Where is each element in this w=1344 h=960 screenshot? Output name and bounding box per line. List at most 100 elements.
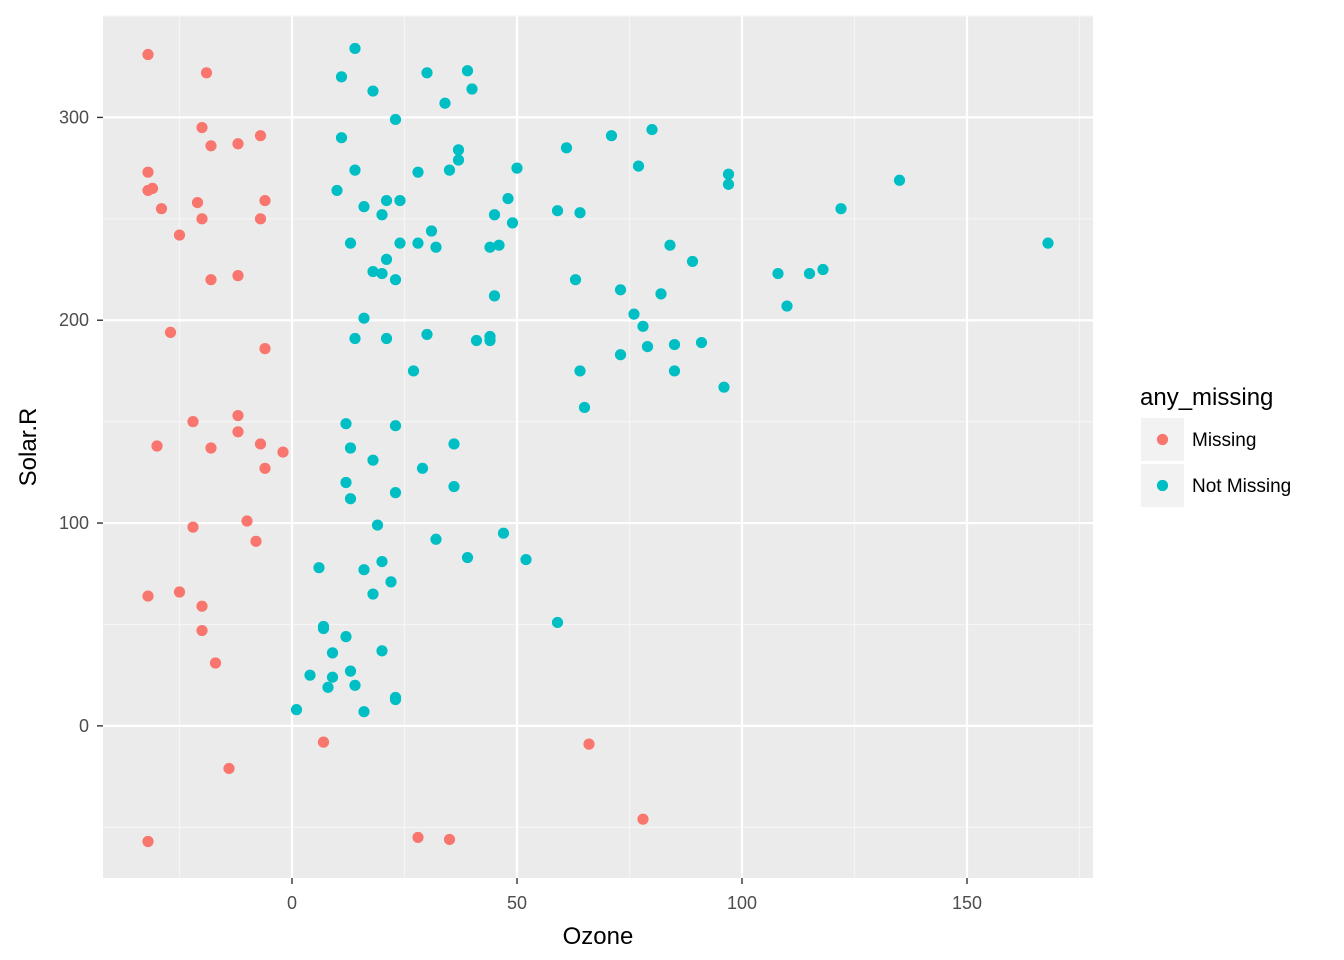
point-not-missing bbox=[389, 113, 402, 126]
point-not-missing bbox=[290, 704, 303, 716]
point-not-missing bbox=[421, 328, 433, 341]
point-missing bbox=[259, 462, 271, 474]
point-not-missing bbox=[569, 274, 582, 286]
point-missing bbox=[142, 166, 154, 178]
point-missing bbox=[196, 600, 208, 612]
point-not-missing bbox=[817, 263, 829, 276]
point-missing bbox=[205, 140, 217, 152]
legend-label: Not Missing bbox=[1192, 476, 1291, 497]
point-not-missing bbox=[722, 168, 735, 180]
point-not-missing bbox=[551, 616, 564, 629]
point-not-missing bbox=[452, 154, 465, 166]
legend-title: any_missing bbox=[1140, 384, 1273, 411]
point-missing bbox=[205, 442, 217, 454]
x-tick-label: 50 bbox=[507, 893, 527, 913]
point-not-missing bbox=[389, 274, 402, 286]
point-not-missing bbox=[605, 130, 618, 142]
point-not-missing bbox=[448, 438, 460, 450]
point-not-missing bbox=[488, 209, 501, 221]
point-not-missing bbox=[461, 551, 474, 564]
legend-key-point bbox=[1156, 433, 1169, 446]
point-not-missing bbox=[326, 647, 339, 659]
point-not-missing bbox=[335, 132, 348, 144]
point-missing bbox=[259, 343, 271, 355]
point-not-missing bbox=[326, 671, 339, 683]
point-missing bbox=[254, 438, 267, 450]
point-not-missing bbox=[695, 336, 708, 349]
point-missing bbox=[223, 762, 235, 775]
point-not-missing bbox=[1042, 237, 1054, 249]
y-tick-label: 300 bbox=[59, 107, 89, 127]
point-not-missing bbox=[349, 42, 361, 55]
point-missing bbox=[254, 213, 267, 225]
point-not-missing bbox=[358, 201, 370, 213]
point-not-missing bbox=[367, 265, 379, 278]
legend-key-point bbox=[1156, 479, 1169, 492]
point-not-missing bbox=[344, 493, 357, 505]
point-not-missing bbox=[497, 527, 510, 539]
point-missing bbox=[637, 813, 649, 825]
point-missing bbox=[232, 270, 244, 282]
point-not-missing bbox=[344, 665, 357, 677]
point-not-missing bbox=[344, 237, 357, 249]
point-missing bbox=[443, 833, 456, 846]
point-missing bbox=[191, 196, 204, 209]
point-not-missing bbox=[367, 85, 379, 97]
point-not-missing bbox=[655, 288, 667, 300]
point-not-missing bbox=[560, 142, 573, 154]
point-not-missing bbox=[484, 241, 496, 253]
point-not-missing bbox=[389, 420, 402, 432]
point-not-missing bbox=[385, 576, 397, 588]
point-not-missing bbox=[443, 164, 456, 176]
point-not-missing bbox=[574, 207, 586, 219]
point-missing bbox=[250, 535, 262, 547]
point-not-missing bbox=[452, 144, 465, 156]
point-not-missing bbox=[322, 681, 334, 693]
point-missing bbox=[155, 203, 168, 215]
y-axis: 0 100 200 300 bbox=[59, 107, 103, 736]
point-not-missing bbox=[412, 237, 424, 249]
point-not-missing bbox=[461, 65, 474, 77]
point-missing bbox=[164, 326, 177, 339]
point-missing bbox=[254, 130, 267, 142]
point-missing bbox=[412, 831, 424, 844]
legend-items: Missing Not Missing bbox=[1141, 418, 1291, 507]
point-not-missing bbox=[349, 679, 361, 691]
point-not-missing bbox=[367, 454, 379, 466]
point-not-missing bbox=[781, 300, 793, 312]
point-not-missing bbox=[430, 241, 442, 253]
point-not-missing bbox=[637, 320, 649, 332]
point-missing bbox=[142, 590, 154, 602]
point-not-missing bbox=[358, 312, 370, 324]
point-not-missing bbox=[412, 166, 424, 178]
point-missing bbox=[151, 440, 163, 452]
x-tick-label: 100 bbox=[727, 893, 757, 913]
point-not-missing bbox=[394, 237, 406, 249]
point-not-missing bbox=[349, 332, 361, 345]
point-not-missing bbox=[380, 253, 393, 265]
point-not-missing bbox=[803, 267, 816, 280]
point-not-missing bbox=[632, 160, 645, 172]
point-missing bbox=[205, 274, 217, 286]
point-not-missing bbox=[358, 564, 370, 576]
point-not-missing bbox=[502, 192, 514, 205]
point-not-missing bbox=[349, 164, 361, 176]
point-not-missing bbox=[313, 562, 325, 574]
point-not-missing bbox=[772, 267, 784, 280]
legend-item-not-missing: Not Missing bbox=[1141, 464, 1291, 507]
point-not-missing bbox=[578, 401, 591, 414]
point-not-missing bbox=[668, 338, 681, 351]
point-not-missing bbox=[421, 67, 433, 79]
point-not-missing bbox=[574, 365, 586, 377]
point-not-missing bbox=[344, 442, 357, 454]
point-not-missing bbox=[304, 669, 316, 681]
point-missing bbox=[200, 67, 213, 79]
point-not-missing bbox=[686, 255, 699, 268]
point-missing bbox=[277, 446, 289, 458]
point-missing bbox=[187, 416, 199, 428]
point-not-missing bbox=[722, 178, 735, 190]
point-not-missing bbox=[416, 462, 429, 474]
point-not-missing bbox=[376, 267, 388, 280]
point-not-missing bbox=[389, 487, 402, 499]
x-axis-title: Ozone bbox=[563, 923, 634, 950]
